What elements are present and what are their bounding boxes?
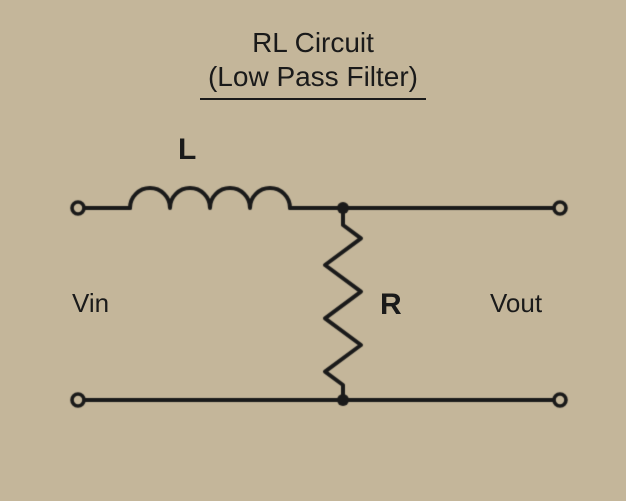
title-block: RL Circuit (Low Pass Filter)	[0, 26, 626, 100]
label-inductor: L	[178, 133, 196, 167]
label-vin: Vin	[72, 288, 109, 319]
title-line-1: RL Circuit	[0, 26, 626, 60]
title-underline	[200, 98, 426, 100]
label-vout: Vout	[490, 288, 542, 319]
title-line-2: (Low Pass Filter)	[0, 60, 626, 94]
label-resistor: R	[380, 288, 402, 322]
